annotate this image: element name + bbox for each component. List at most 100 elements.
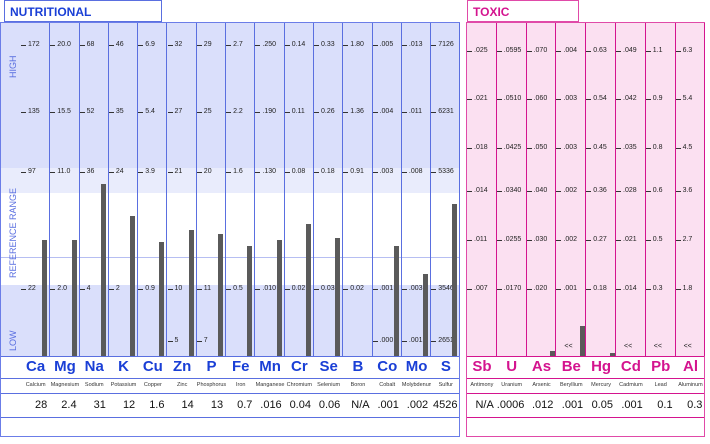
tick-mark — [467, 148, 472, 149]
tick-label: .004 — [563, 47, 578, 54]
tick-u: .0425 — [496, 143, 526, 153]
tick-mark — [196, 172, 202, 173]
below-range-flag: << — [653, 343, 662, 350]
value-mn: .016 — [260, 399, 282, 411]
tick-u: .0510 — [496, 94, 526, 104]
tick-se: 0.33 — [314, 40, 342, 50]
tick-mark — [675, 289, 681, 290]
name-mg: Magnesium — [50, 382, 80, 388]
tick-label: .003 — [563, 144, 578, 151]
tick-label: 32 — [174, 41, 183, 48]
tick-label: 0.8 — [652, 144, 663, 151]
lower-band — [1, 285, 459, 356]
tick-label: 5 — [174, 337, 179, 344]
value-na: 31 — [93, 399, 106, 411]
toxic-value-row: N/A .0006 .012 .001 0.05 .001 0.1 0.3 — [467, 393, 704, 417]
tick-ca: 135 — [21, 107, 49, 117]
tick-pb: 1.1 — [645, 46, 675, 56]
tick-zn: 27 — [167, 107, 196, 117]
name-co: Cobalt — [379, 382, 396, 388]
tick-label: 2 — [115, 285, 120, 292]
tick-mark — [675, 51, 681, 52]
tick-label: 1.1 — [652, 47, 663, 54]
tick-na: 52 — [79, 107, 108, 117]
name-na: Sodium — [84, 382, 104, 388]
tick-label: 5.4 — [682, 95, 693, 102]
tick-mark — [496, 99, 502, 100]
tick-be: .002 — [556, 186, 585, 196]
tick-sb: .014 — [467, 186, 496, 196]
tick-label: 20 — [203, 168, 212, 175]
tick-mark — [314, 112, 319, 113]
tick-mark — [255, 45, 261, 46]
tick-label: 5.4 — [145, 108, 155, 115]
toxic-elements-title: TOXIC ELEMENTS — [467, 0, 579, 41]
toxic-column-as: .070 .060 .050 .040 .030 .020 — [526, 23, 557, 356]
tick-label: .190 — [262, 108, 277, 115]
tick-cr: 0.11 — [284, 107, 313, 117]
tick-label: 0.54 — [593, 95, 607, 102]
tick-u: .0255 — [496, 235, 526, 245]
tick-cr: 0.08 — [284, 167, 313, 177]
tick-pb: 0.3 — [645, 284, 675, 294]
tick-label: 0.33 — [321, 41, 335, 48]
tick-as: .050 — [526, 143, 556, 153]
tick-mark — [526, 289, 532, 290]
tick-label: .013 — [408, 41, 423, 48]
low-tick-co: .000 — [372, 336, 401, 346]
symbol-b: B — [352, 358, 364, 375]
value-b: N/A — [351, 399, 370, 411]
tick-mark — [431, 341, 437, 342]
symbol-mg: Mg — [54, 358, 76, 375]
tick-label: .018 — [474, 144, 488, 151]
symbol-mo: Mo — [405, 358, 428, 375]
name-hg: Mercury — [591, 382, 612, 388]
axis-high-label: HIGH — [8, 55, 18, 79]
symbol-k: K — [118, 358, 129, 375]
tick-mark — [675, 240, 681, 241]
tick-be: .003 — [556, 143, 585, 153]
tick-mo: .013 — [401, 40, 430, 50]
element-column-mg: 20.0 15.5 11.0 2.0 — [50, 23, 80, 356]
tick-label: .001 — [563, 285, 578, 292]
tick-mark — [21, 172, 26, 173]
element-column-fe: 2.7 2.2 1.6 0.5 — [226, 23, 256, 356]
tick-al: 4.5 — [675, 143, 705, 153]
low-tick-p: 7 — [196, 336, 225, 346]
tick-b: 0.02 — [343, 284, 371, 294]
tick-mark — [496, 240, 502, 241]
symbol-se: Se — [319, 358, 338, 375]
name-be: Beryllium — [559, 382, 583, 388]
tick-label: 29 — [203, 41, 212, 48]
tick-label: 1.80 — [350, 41, 364, 48]
tick-mark — [108, 45, 114, 46]
tick-fe: 2.2 — [226, 107, 254, 117]
value-p: 13 — [210, 399, 224, 411]
symbol-cu: Cu — [142, 358, 163, 375]
tick-mark — [196, 289, 202, 290]
tick-mark — [675, 99, 681, 100]
tick-label: 3546 — [438, 285, 454, 292]
toxic-chart: .025.021.018.014.011.007.0595.0510.0425.… — [466, 22, 706, 437]
tick-cd: .035 — [616, 143, 645, 153]
tick-label: 2651 — [438, 337, 454, 344]
tick-label: 7 — [203, 337, 208, 344]
name-zn: Zinc — [176, 382, 188, 388]
value-zn: 14 — [181, 399, 194, 411]
tick-mark — [50, 45, 56, 46]
tick-sb: .021 — [467, 94, 496, 104]
tick-mark — [556, 51, 562, 52]
tick-mark — [314, 289, 319, 290]
tick-label: 21 — [174, 168, 183, 175]
value-fe: 0.7 — [237, 399, 253, 411]
tick-mark — [167, 289, 173, 290]
tick-label: 0.26 — [321, 108, 335, 115]
tick-mark — [372, 289, 378, 290]
tick-mark — [431, 289, 437, 290]
tick-co: .003 — [372, 167, 401, 177]
tick-mark — [21, 112, 26, 113]
tick-label: .003 — [379, 168, 394, 175]
tick-as: .040 — [526, 186, 556, 196]
tick-mark — [284, 45, 290, 46]
symbol-cd: Cd — [620, 358, 641, 375]
